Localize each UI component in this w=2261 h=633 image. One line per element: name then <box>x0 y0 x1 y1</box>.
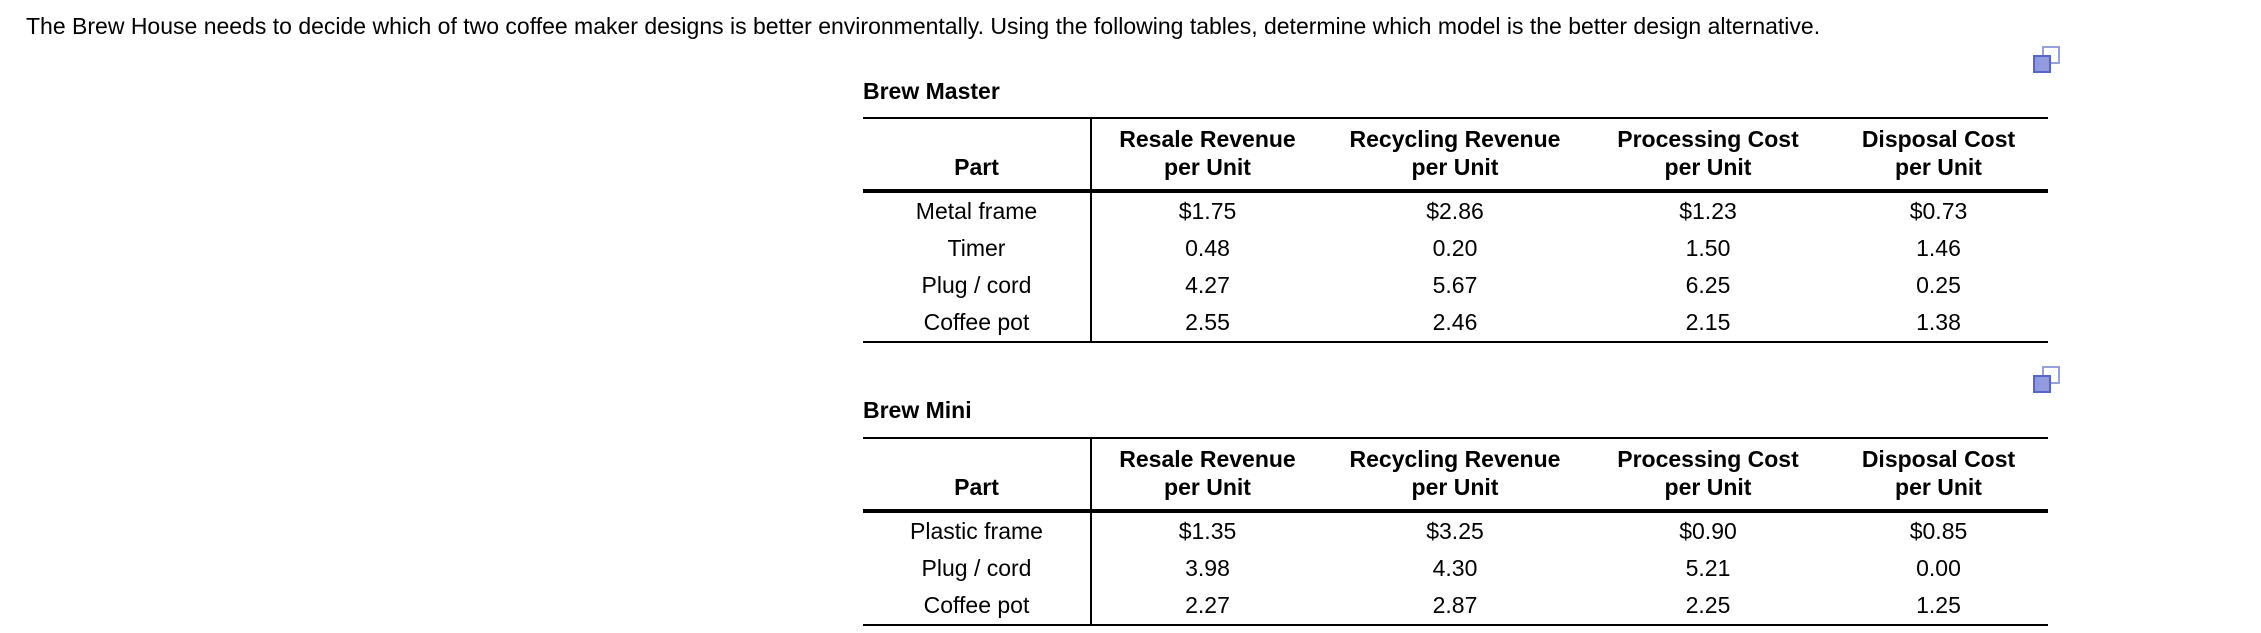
table-cell: 4.30 <box>1432 555 1478 581</box>
part-cell: Metal frame <box>863 191 1092 230</box>
table-cell: 6.25 <box>1685 272 1731 298</box>
table-cell: 2.55 <box>1091 304 1323 343</box>
copy-icon-front-square <box>2033 55 2051 73</box>
table-cell: $0.73 <box>1909 198 1968 224</box>
part-cell: Coffee pot <box>863 304 1092 343</box>
part-cell: Plug / cord <box>863 550 1092 587</box>
column-header-processing-cost: Processing Cost per Unit <box>1587 117 1829 193</box>
table-cell: $3.25 <box>1426 518 1484 544</box>
column-header-disposal-cost: Disposal Cost per Unit <box>1829 437 2048 513</box>
table-cell: 2.87 <box>1323 587 1587 626</box>
table-row: Plastic frame $1.35 $3.25 $0.90 $0.85 <box>863 511 2048 550</box>
table-cell: $1.23 <box>1679 198 1737 224</box>
table-title-brew-master: Brew Master <box>863 78 1000 104</box>
column-header-recycling-revenue: Recycling Revenue per Unit <box>1323 437 1587 513</box>
table-row: Plug / cord 3.98 4.30 5.21 0.00 <box>863 550 2048 587</box>
table-row: Metal frame $1.75 $2.86 $1.23 $0.73 <box>863 191 2048 230</box>
part-cell: Plug / cord <box>863 267 1092 304</box>
table-row: Coffee pot 2.27 2.87 2.25 1.25 <box>863 587 2048 626</box>
header-row: Part Resale Revenue per Unit Recycling R… <box>863 437 2048 513</box>
table-cell: 1.50 <box>1685 235 1731 261</box>
table-cell: 1.46 <box>1916 235 1961 261</box>
table-cell: 2.46 <box>1323 304 1587 343</box>
table-cell: 3.98 <box>1185 555 1230 581</box>
column-header-part: Part <box>863 437 1092 513</box>
table-cell: $2.86 <box>1426 198 1484 224</box>
table-cell: 4.27 <box>1185 272 1230 298</box>
table-row: Timer 0.48 0.20 1.50 1.46 <box>863 230 2048 267</box>
column-header-resale-revenue: Resale Revenue per Unit <box>1091 117 1323 193</box>
brew-master-table: Part Resale Revenue per Unit Recycling R… <box>863 117 2048 343</box>
table-cell: 0.25 <box>1916 272 1961 298</box>
table-cell: 2.27 <box>1091 587 1323 626</box>
table-cell: 5.21 <box>1685 555 1731 581</box>
column-header-processing-cost: Processing Cost per Unit <box>1587 437 1829 513</box>
table-cell: 2.25 <box>1587 587 1829 626</box>
table-cell: $0.85 <box>1909 518 1968 544</box>
table-cell: 2.15 <box>1587 304 1829 343</box>
brew-mini-table: Part Resale Revenue per Unit Recycling R… <box>863 437 2048 626</box>
problem-statement: The Brew House needs to decide which of … <box>26 13 1821 39</box>
part-cell: Plastic frame <box>863 511 1092 550</box>
copy-icon[interactable] <box>2033 46 2060 73</box>
table-cell: 0.00 <box>1916 555 1961 581</box>
table-cell: 1.25 <box>1829 587 2048 626</box>
table-row: Coffee pot 2.55 2.46 2.15 1.38 <box>863 304 2048 343</box>
copy-icon-front-square <box>2033 375 2051 393</box>
part-cell: Timer <box>863 230 1092 267</box>
table-cell: $1.75 <box>1178 198 1237 224</box>
table-cell: 0.20 <box>1432 235 1478 261</box>
column-header-part: Part <box>863 117 1092 193</box>
header-row: Part Resale Revenue per Unit Recycling R… <box>863 117 2048 193</box>
copy-icon[interactable] <box>2033 366 2060 393</box>
table-cell: $0.90 <box>1679 518 1737 544</box>
table-cell: 5.67 <box>1432 272 1478 298</box>
table-cell: 0.48 <box>1185 235 1230 261</box>
table-row: Plug / cord 4.27 5.67 6.25 0.25 <box>863 267 2048 304</box>
table-cell: 1.38 <box>1829 304 2048 343</box>
column-header-resale-revenue: Resale Revenue per Unit <box>1091 437 1323 513</box>
column-header-recycling-revenue: Recycling Revenue per Unit <box>1323 117 1587 193</box>
table-title-brew-mini: Brew Mini <box>863 397 972 423</box>
column-header-disposal-cost: Disposal Cost per Unit <box>1829 117 2048 193</box>
part-cell: Coffee pot <box>863 587 1092 626</box>
table-cell: $1.35 <box>1178 518 1237 544</box>
